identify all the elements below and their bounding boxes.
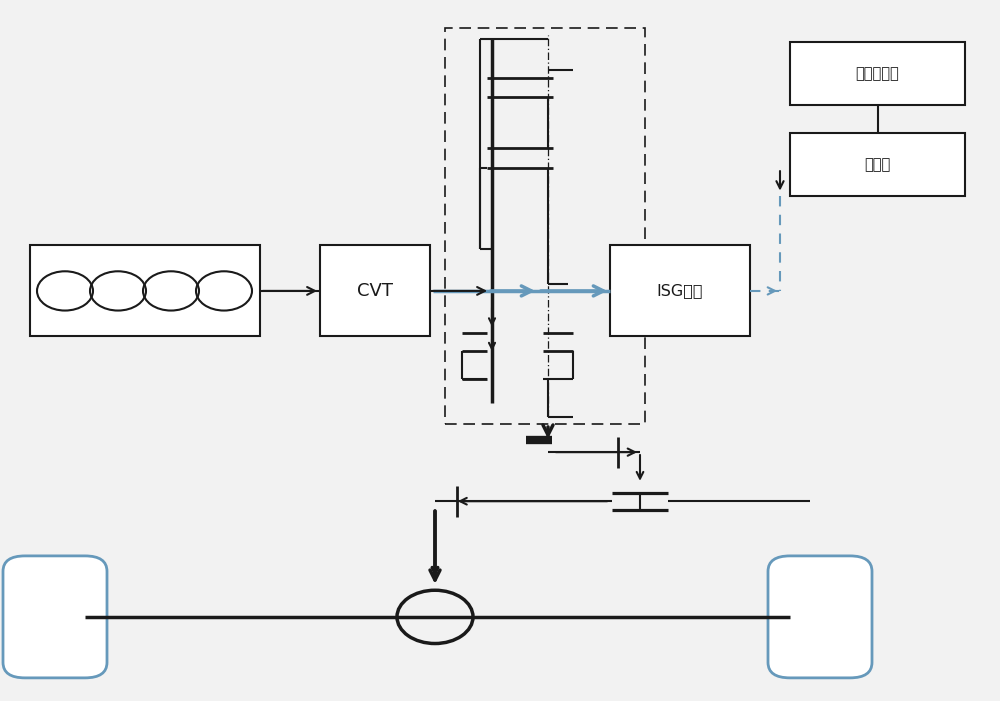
Bar <box>320 245 430 336</box>
Text: ISG电机: ISG电机 <box>657 283 703 299</box>
Bar <box>790 42 965 105</box>
FancyBboxPatch shape <box>768 556 872 678</box>
Bar <box>30 245 260 336</box>
Text: CVT: CVT <box>357 282 393 300</box>
Bar <box>790 133 965 196</box>
Bar <box>610 245 750 336</box>
FancyBboxPatch shape <box>3 556 107 678</box>
Bar <box>445 28 645 424</box>
Text: 动力电池组: 动力电池组 <box>856 66 899 81</box>
Text: 逆变器: 逆变器 <box>864 157 891 172</box>
